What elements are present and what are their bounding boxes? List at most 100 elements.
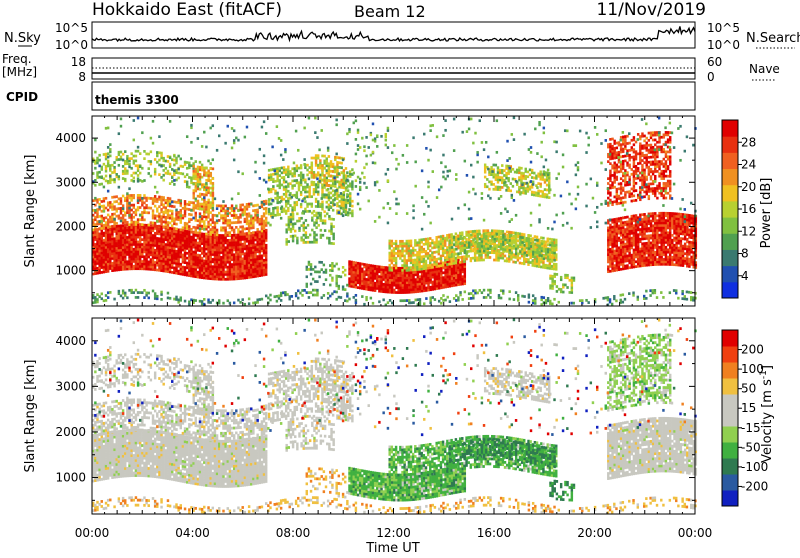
power-cell bbox=[496, 233, 498, 236]
power-cell bbox=[169, 237, 171, 240]
power-cell bbox=[435, 241, 437, 244]
power-cell bbox=[148, 160, 150, 163]
power-cell bbox=[205, 194, 207, 197]
power-cell bbox=[323, 177, 325, 180]
power-cell bbox=[220, 246, 222, 249]
power-cell bbox=[188, 201, 190, 204]
power-cell bbox=[315, 234, 317, 237]
power-cell bbox=[222, 266, 224, 269]
power-cell bbox=[464, 277, 466, 280]
power-cell bbox=[94, 233, 96, 236]
power-cell bbox=[323, 196, 325, 199]
power-cell bbox=[319, 159, 321, 162]
power-cell bbox=[150, 175, 152, 178]
power-cell bbox=[105, 258, 107, 261]
power-cell bbox=[148, 251, 150, 254]
power-cell bbox=[145, 224, 147, 227]
power-cell bbox=[94, 255, 96, 258]
power-cell bbox=[94, 258, 96, 261]
power-cell bbox=[540, 266, 542, 269]
power-cell bbox=[233, 212, 235, 215]
power-cell bbox=[254, 256, 256, 259]
power-cell bbox=[212, 221, 214, 224]
power-cell bbox=[171, 266, 173, 269]
power-cell bbox=[361, 285, 363, 288]
power-cell bbox=[303, 229, 305, 232]
power-cell bbox=[338, 157, 340, 160]
power-cell bbox=[279, 196, 281, 199]
power-cell bbox=[470, 236, 472, 239]
power-cell bbox=[133, 260, 135, 263]
power-cell bbox=[518, 186, 520, 189]
power-cell bbox=[169, 197, 171, 200]
power-cell bbox=[323, 162, 325, 165]
power-cell bbox=[227, 251, 229, 254]
power-cell bbox=[180, 158, 182, 161]
power-cell bbox=[541, 257, 543, 260]
power-cell bbox=[414, 283, 416, 286]
power-cell bbox=[374, 284, 376, 287]
power-cell bbox=[532, 248, 534, 251]
power-cell bbox=[122, 263, 124, 266]
power-cell bbox=[363, 266, 365, 269]
power-cell bbox=[244, 272, 246, 275]
power-cell bbox=[241, 272, 243, 275]
power-cell bbox=[143, 243, 145, 246]
power-cell bbox=[205, 270, 207, 273]
power-cell bbox=[184, 222, 186, 225]
power-cell bbox=[188, 247, 190, 250]
power-cell bbox=[539, 173, 541, 176]
power-cell bbox=[250, 247, 252, 250]
power-cell bbox=[158, 264, 160, 267]
power-cell bbox=[459, 250, 461, 253]
power-cell bbox=[365, 283, 367, 286]
power-cell bbox=[400, 289, 402, 292]
power-cell bbox=[175, 267, 177, 270]
power-cell bbox=[560, 291, 562, 294]
power-cell bbox=[374, 265, 376, 268]
power-cell bbox=[538, 254, 540, 257]
power-cell bbox=[133, 155, 135, 158]
power-cell bbox=[188, 262, 190, 265]
power-cell bbox=[259, 223, 261, 226]
power-cell bbox=[195, 239, 197, 242]
power-cell bbox=[227, 239, 229, 242]
power-cell bbox=[421, 265, 423, 268]
power-cell bbox=[254, 263, 256, 266]
power-cell bbox=[122, 239, 124, 242]
power-cell bbox=[457, 271, 459, 274]
power-cell bbox=[239, 246, 241, 249]
power-cell bbox=[311, 217, 313, 220]
power-cell bbox=[353, 276, 355, 279]
power-cell bbox=[182, 271, 184, 274]
power-cell bbox=[246, 203, 248, 206]
power-cell bbox=[244, 252, 246, 255]
power-cell bbox=[403, 262, 405, 265]
power-cell bbox=[169, 173, 171, 176]
power-cell bbox=[165, 209, 167, 212]
power-cell bbox=[212, 270, 214, 273]
power-cell bbox=[410, 274, 412, 277]
power-cell bbox=[340, 198, 342, 201]
power-cell bbox=[501, 181, 503, 184]
power-cell bbox=[165, 238, 167, 241]
power-cell bbox=[406, 291, 408, 294]
power-cell bbox=[193, 177, 195, 180]
power-cell bbox=[524, 239, 526, 242]
power-cell bbox=[263, 244, 265, 247]
power-cell bbox=[197, 266, 199, 269]
power-cell bbox=[162, 174, 164, 177]
power-cell bbox=[180, 228, 182, 231]
power-cell bbox=[551, 277, 553, 280]
power-cell bbox=[209, 251, 211, 254]
power-cell bbox=[171, 168, 173, 171]
power-cell bbox=[348, 282, 350, 285]
power-cell bbox=[143, 236, 145, 239]
power-cell bbox=[197, 224, 199, 227]
power-cell bbox=[188, 243, 190, 246]
power-cell bbox=[210, 187, 212, 190]
power-cell bbox=[105, 244, 107, 247]
power-cell bbox=[332, 182, 334, 185]
power-cell bbox=[175, 230, 177, 233]
power-cell bbox=[150, 266, 152, 269]
